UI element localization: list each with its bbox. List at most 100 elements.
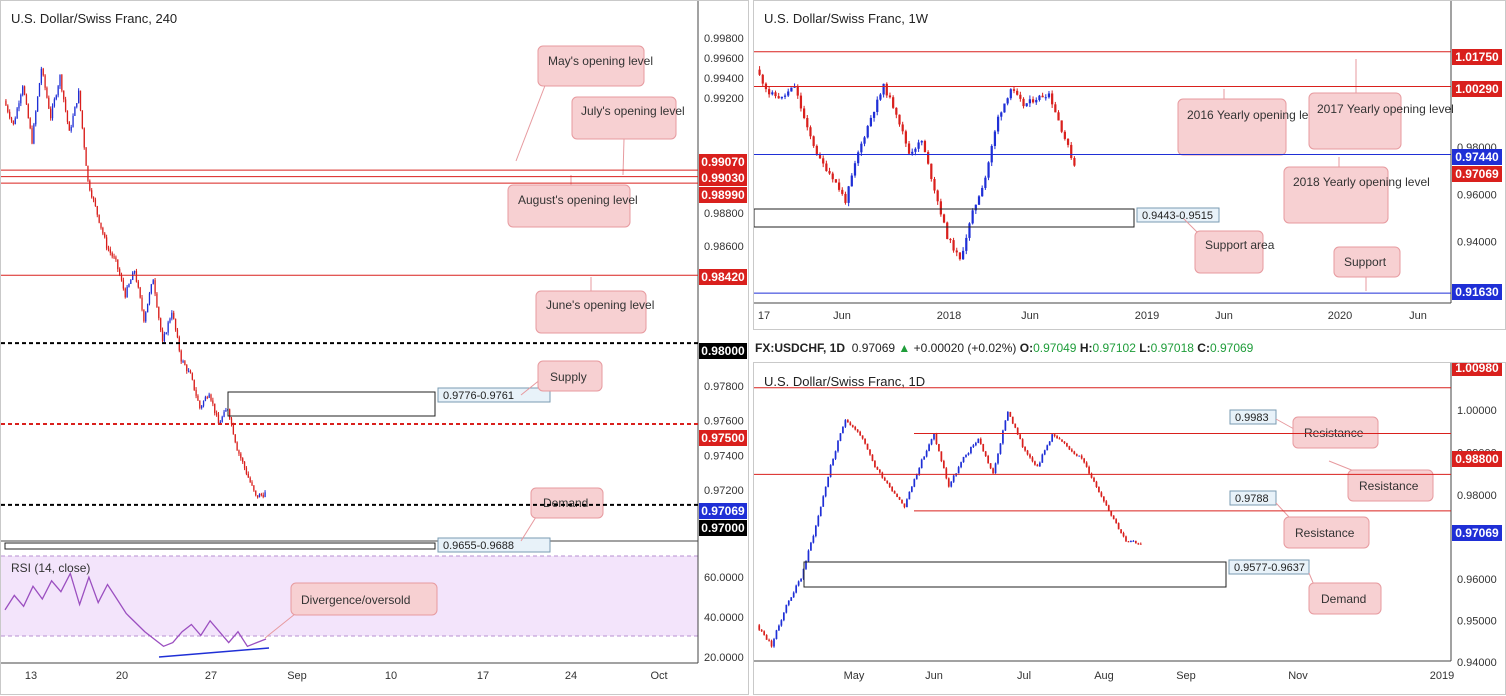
weekly-chart-panel[interactable]: U.S. Dollar/Swiss Franc, 1W 0.9443-0.951… xyxy=(753,0,1506,330)
candle xyxy=(212,397,214,407)
candle xyxy=(846,418,849,423)
candle xyxy=(1102,496,1105,503)
candle xyxy=(29,117,31,130)
h4-chart-title: U.S. Dollar/Swiss Franc, 240 xyxy=(11,11,177,26)
price-level-tag: 0.97069 xyxy=(1452,166,1502,182)
time-tick-label: Jul xyxy=(1017,670,1031,682)
candle xyxy=(42,67,44,77)
candle xyxy=(1073,156,1076,167)
candle xyxy=(940,451,943,463)
candle xyxy=(780,619,783,627)
candle xyxy=(939,198,942,217)
candle xyxy=(787,600,790,607)
candle xyxy=(859,430,862,436)
candle xyxy=(778,624,780,632)
candle xyxy=(1078,455,1081,457)
svg-text:0.98000: 0.98000 xyxy=(701,344,745,358)
candle xyxy=(825,160,828,172)
time-tick-label: Sep xyxy=(287,670,307,682)
candle xyxy=(1011,416,1014,425)
candle xyxy=(812,135,815,148)
candle xyxy=(1105,499,1108,506)
candle xyxy=(812,534,815,544)
svg-text:2016 Yearly opening level: 2016 Yearly opening level xyxy=(1187,108,1324,122)
candle xyxy=(1063,130,1066,141)
time-tick-label: Oct xyxy=(650,670,667,682)
callout-divergence: Divergence/oversold xyxy=(264,582,438,639)
candle xyxy=(945,466,948,480)
candle xyxy=(773,637,775,648)
candle xyxy=(1070,142,1073,160)
svg-text:0.99070: 0.99070 xyxy=(701,155,745,169)
time-tick-label: 2018 xyxy=(937,310,961,322)
callout-supply: Supply xyxy=(520,360,603,396)
candle xyxy=(815,144,818,156)
candle xyxy=(264,490,266,498)
price-tick-label: 0.94000 xyxy=(1457,657,1497,669)
candle xyxy=(962,456,965,463)
candle xyxy=(800,578,802,582)
price-tick-label: 60.0000 xyxy=(704,572,744,584)
candle xyxy=(23,85,26,96)
candle xyxy=(927,150,930,165)
candle xyxy=(191,372,194,381)
candle xyxy=(104,232,106,239)
daily-symbol-info: FX:USDCHF, 1D 0.97069 ▲ +0.00020 (+0.02%… xyxy=(755,341,1253,355)
candle xyxy=(146,303,149,313)
candle xyxy=(204,395,207,402)
candle xyxy=(1012,86,1016,94)
candle xyxy=(234,434,236,444)
h4-chart[interactable]: U.S. Dollar/Swiss Franc, 240 RSI (14, cl… xyxy=(1,1,748,694)
candle xyxy=(176,327,179,339)
candle xyxy=(1026,449,1029,456)
candle xyxy=(793,83,796,88)
candle xyxy=(850,173,853,187)
candle xyxy=(143,309,145,323)
daily-level-tags: 1.00980 0.98800 0.97069 xyxy=(1452,363,1502,541)
price-level-tag: 0.98420 xyxy=(699,269,747,285)
h4-chart-panel[interactable]: U.S. Dollar/Swiss Franc, 240 RSI (14, cl… xyxy=(0,0,749,695)
candle xyxy=(255,490,257,497)
candle xyxy=(158,306,160,321)
candle xyxy=(1093,476,1095,483)
svg-text:June's opening level: June's opening level xyxy=(546,298,654,312)
callout-resistance-2: Resistance xyxy=(1328,460,1434,502)
daily-chart[interactable]: U.S. Dollar/Swiss Franc, 1D 0.9983 0.978… xyxy=(754,363,1505,694)
svg-text:July's opening level: July's opening level xyxy=(581,104,685,118)
candle xyxy=(20,93,22,107)
candle xyxy=(933,176,936,194)
time-tick-label: Sep xyxy=(1176,670,1196,682)
callout-resistance-1: Resistance xyxy=(1275,416,1379,449)
candle xyxy=(202,400,205,408)
candle xyxy=(230,416,233,427)
candle xyxy=(982,443,985,452)
candle xyxy=(14,116,16,125)
candle xyxy=(1090,472,1093,479)
candle xyxy=(879,93,882,101)
candle xyxy=(251,480,253,487)
candle xyxy=(7,104,9,114)
svg-text:0.9983: 0.9983 xyxy=(1235,412,1269,424)
candle xyxy=(180,349,182,364)
weekly-candles xyxy=(758,66,1076,261)
svg-text:Resistance: Resistance xyxy=(1295,526,1355,540)
candle xyxy=(904,129,907,148)
candle xyxy=(115,255,117,262)
candle xyxy=(1083,457,1086,464)
daily-chart-panel[interactable]: U.S. Dollar/Swiss Franc, 1D 0.9983 0.978… xyxy=(753,362,1506,695)
price-level-tag: 1.01750 xyxy=(1452,49,1502,65)
candle xyxy=(163,331,166,343)
candle xyxy=(1117,522,1120,530)
h4-demand-zone xyxy=(4,542,436,550)
time-tick-label: 13 xyxy=(25,670,37,682)
candle xyxy=(83,127,85,150)
open-label: O: xyxy=(1019,341,1034,355)
candle xyxy=(891,486,894,492)
high-label: H: xyxy=(1079,341,1093,355)
h4-demand-zone-label: 0.9655-0.9688 xyxy=(437,537,551,553)
candle xyxy=(53,97,56,108)
candle xyxy=(1098,486,1100,493)
candle xyxy=(1137,542,1140,545)
candle xyxy=(942,213,946,224)
weekly-chart[interactable]: U.S. Dollar/Swiss Franc, 1W 0.9443-0.951… xyxy=(754,1,1505,329)
